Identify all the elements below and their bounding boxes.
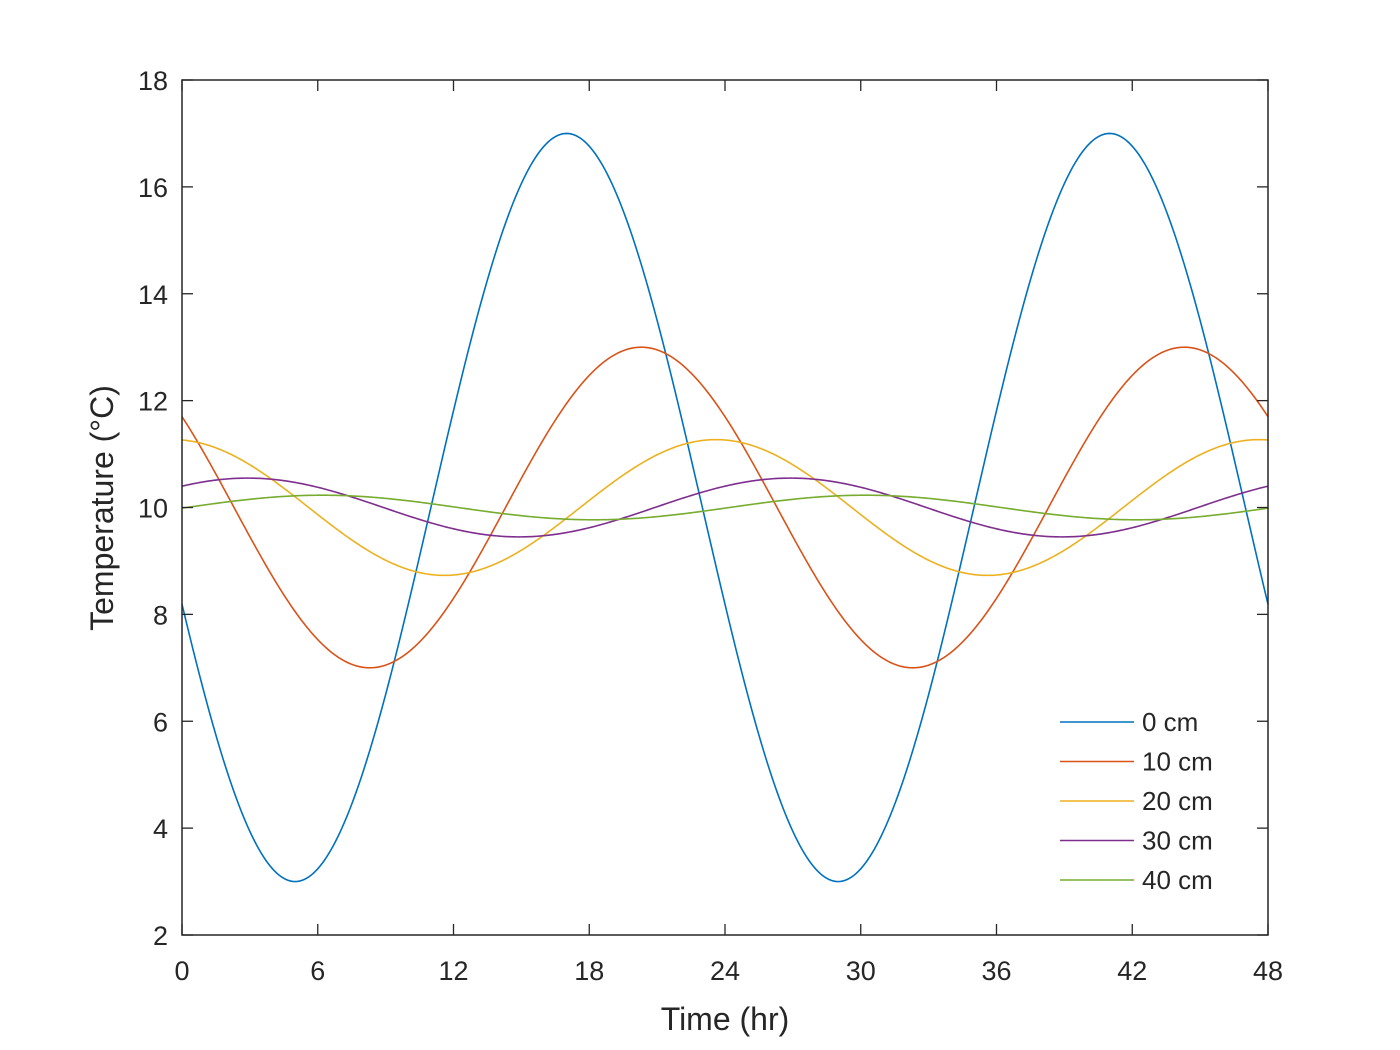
y-tick-label: 6 [153,707,168,737]
legend: 0 cm 10 cm 20 cm 30 cm 40 cm [1060,707,1213,895]
y-tick-label: 18 [138,66,168,96]
x-tick-label: 12 [438,956,468,986]
x-tick-label: 24 [710,956,740,986]
y-tick-label: 10 [138,494,168,524]
y-axis-title: Temperature (°C) [84,385,120,631]
x-tick-label: 0 [174,956,189,986]
x-tick-label: 42 [1117,956,1147,986]
y-tick-label: 2 [153,921,168,951]
x-tick-label: 30 [846,956,876,986]
x-axis-ticks: 0 6 12 18 24 30 36 42 48 [174,80,1283,986]
y-tick-label: 4 [153,814,168,844]
y-tick-label: 16 [138,173,168,203]
series-line-4 [181,494,1269,521]
legend-label-3: 30 cm [1142,826,1213,856]
legend-label-2: 20 cm [1142,786,1213,816]
x-tick-label: 18 [574,956,604,986]
x-axis-title: Time (hr) [661,1001,790,1037]
x-tick-label: 48 [1253,956,1283,986]
series-lines [181,132,1269,883]
y-tick-label: 14 [138,280,168,310]
x-tick-label: 6 [310,956,325,986]
series-line-1 [181,346,1269,669]
y-tick-label: 12 [138,387,168,417]
x-tick-label: 36 [981,956,1011,986]
series-line-0 [181,132,1269,883]
series-line-3 [181,477,1269,538]
legend-label-4: 40 cm [1142,865,1213,895]
y-axis-ticks: 2 4 6 8 10 12 14 16 18 [138,66,1268,951]
y-tick-label: 8 [153,600,168,630]
legend-label-0: 0 cm [1142,707,1198,737]
legend-label-1: 10 cm [1142,747,1213,777]
